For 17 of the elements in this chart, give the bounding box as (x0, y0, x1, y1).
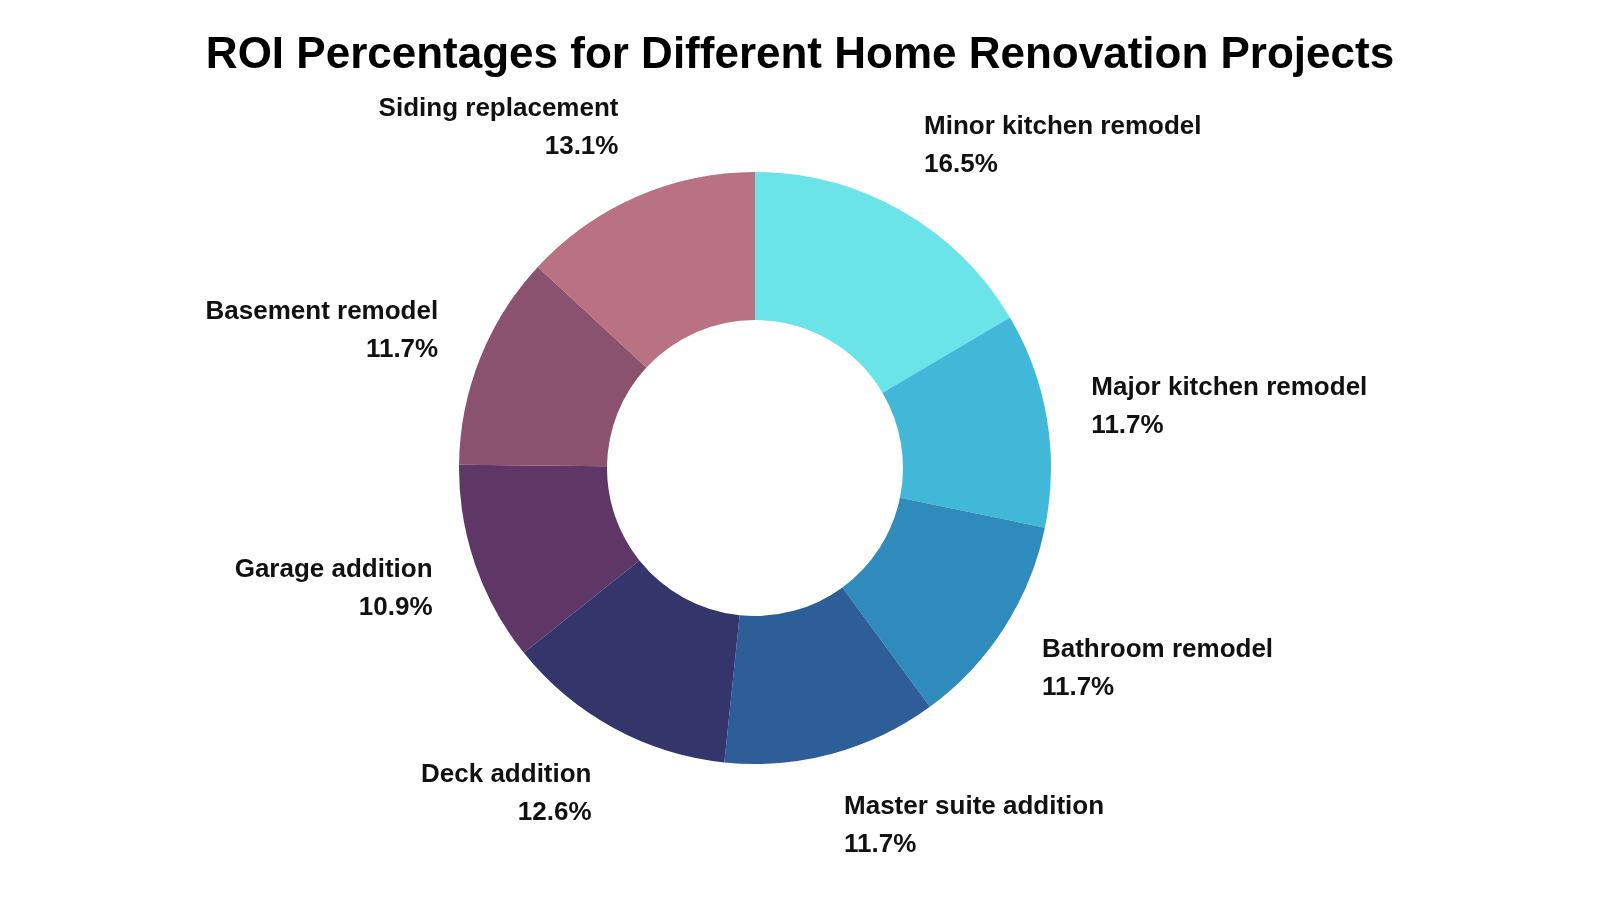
data-label: 11.7% (1041, 670, 1115, 701)
data-label: 12.6% (517, 795, 592, 826)
slice-label: Master suite addition (844, 790, 1105, 821)
data-label: 10.9% (358, 591, 433, 622)
slice-label: Deck addition (421, 757, 592, 788)
slice-label: Garage addition (234, 553, 433, 584)
data-label: 11.7% (844, 828, 917, 859)
slice-label: Major kitchen remodel (1091, 371, 1368, 402)
data-label: 16.5% (924, 148, 998, 179)
slice-label: Basement remodel (205, 294, 439, 325)
data-label: 11.7% (365, 332, 439, 363)
slice-label: Minor kitchen remodel (924, 110, 1202, 141)
chart-title: ROI Percentages for Different Home Renovation Projects (204, 28, 1396, 78)
data-label: 11.7% (1091, 409, 1164, 440)
data-label: 13.1% (544, 130, 619, 161)
slice-label: Siding replacement (378, 92, 619, 123)
slice-label: Bathroom remodel (1041, 632, 1274, 663)
